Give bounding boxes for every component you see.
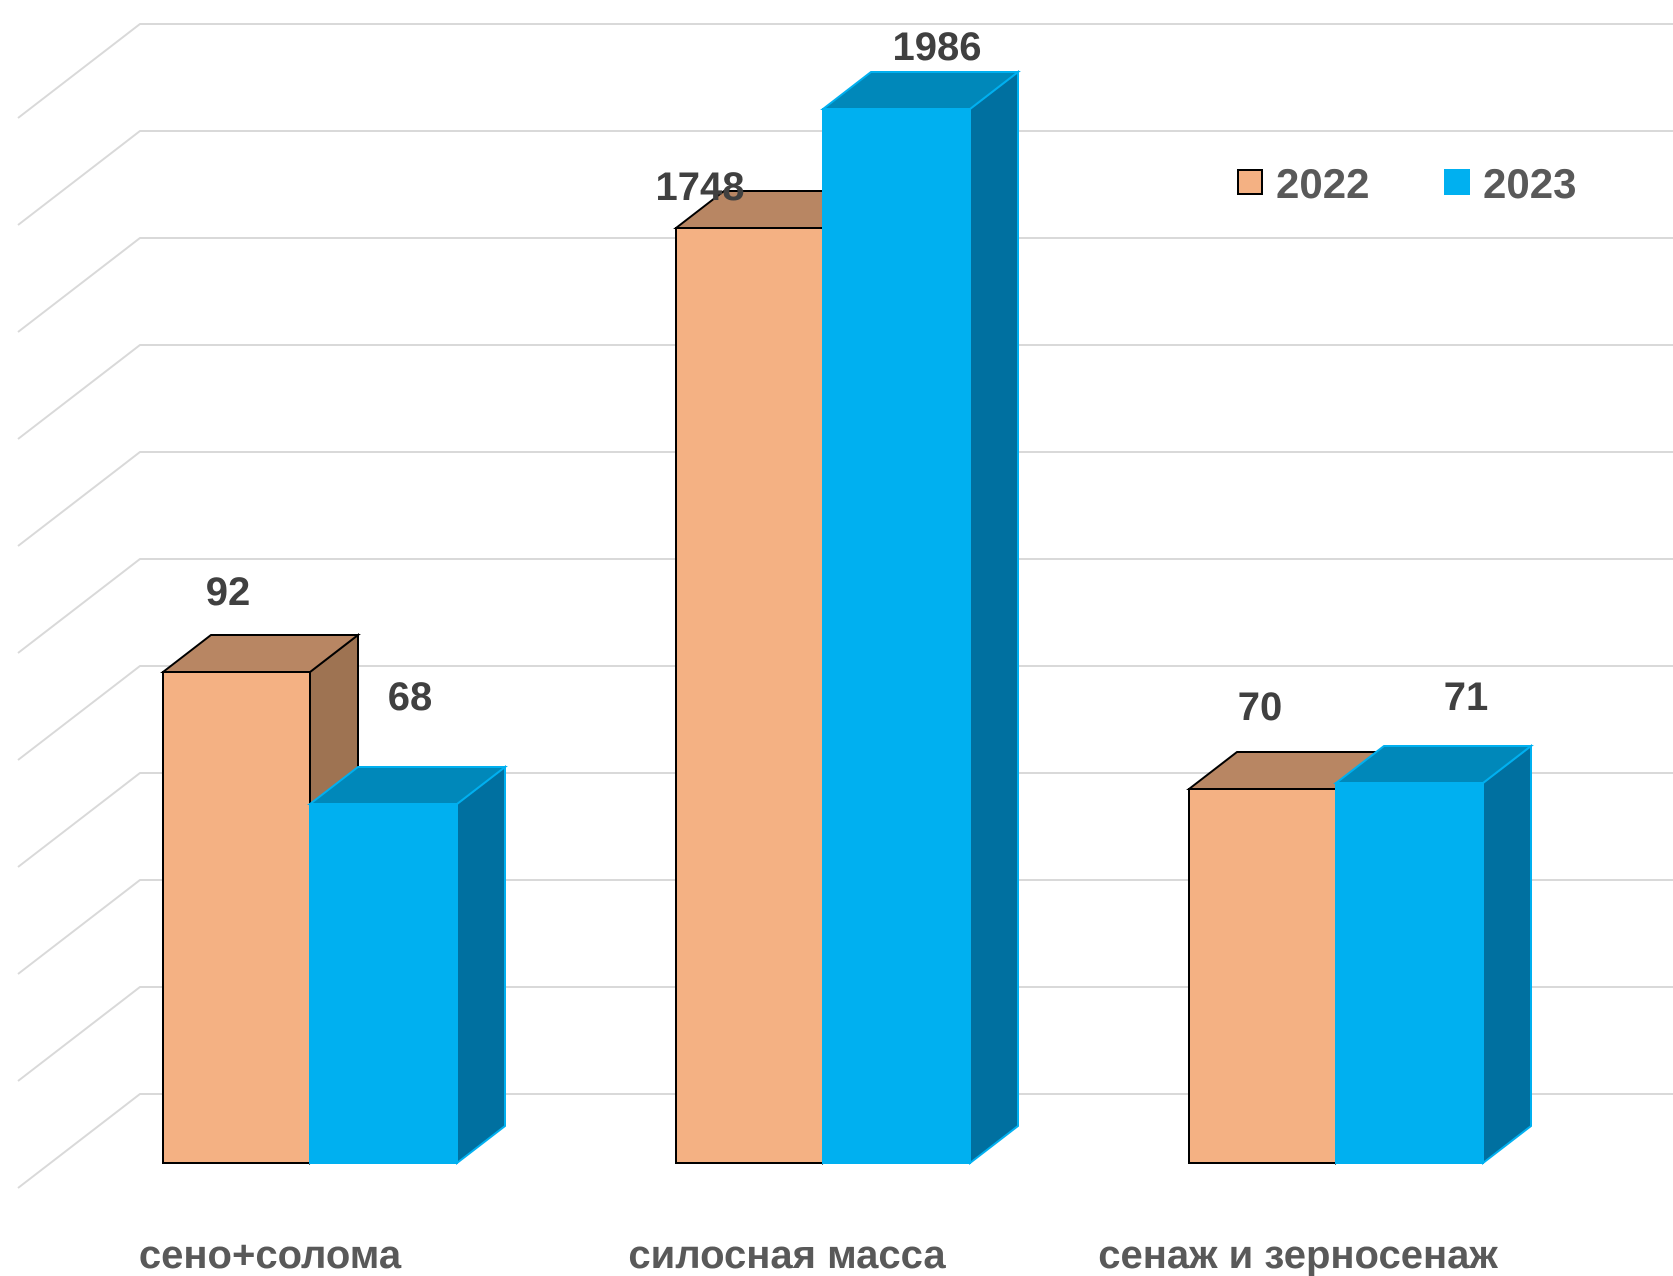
category-label-1: силосная масса bbox=[628, 1233, 946, 1276]
bar-front bbox=[1188, 788, 1337, 1164]
legend-label-2022: 2022 bbox=[1276, 160, 1369, 207]
bar-2023-1 bbox=[820, 69, 1021, 1166]
gridlines bbox=[17, 23, 1673, 1189]
bar-front bbox=[675, 227, 824, 1164]
bar-front bbox=[162, 671, 311, 1164]
category-label-2: сенаж и зерносенаж bbox=[1098, 1233, 1498, 1276]
data-label-2023-2: 71 bbox=[1444, 675, 1489, 719]
bar-side bbox=[969, 69, 1019, 1166]
gridline bbox=[17, 130, 1673, 226]
gridline bbox=[17, 772, 1673, 868]
gridline bbox=[17, 23, 1673, 119]
bar-side bbox=[1482, 743, 1532, 1166]
bars bbox=[160, 69, 1534, 1166]
category-label-0: сено+солома bbox=[139, 1233, 402, 1276]
bar-front bbox=[822, 108, 971, 1164]
legend: 2022 2023 bbox=[1237, 160, 1576, 207]
data-label-2022-2: 70 bbox=[1238, 685, 1283, 729]
data-label-2022-0: 92 bbox=[206, 570, 251, 614]
gridline bbox=[17, 1093, 1673, 1189]
data-labels: 92 68 1748 1986 70 71 bbox=[206, 25, 1489, 729]
bar-front bbox=[309, 803, 458, 1164]
data-label-2023-0: 68 bbox=[388, 675, 433, 719]
data-label-2023-1: 1986 bbox=[893, 25, 982, 69]
gridline bbox=[17, 665, 1673, 761]
gridline bbox=[17, 986, 1673, 1082]
gridline bbox=[17, 879, 1673, 975]
gridline bbox=[17, 237, 1673, 333]
legend-label-2023: 2023 bbox=[1483, 160, 1576, 207]
category-labels: сено+солома силосная масса сенаж и зерносе… bbox=[139, 1233, 1498, 1276]
legend-swatch-2023 bbox=[1444, 169, 1470, 195]
bar-front bbox=[1335, 782, 1484, 1164]
gridline bbox=[17, 558, 1673, 654]
gridline bbox=[17, 344, 1673, 440]
bar-2023-0 bbox=[307, 764, 508, 1166]
data-label-2022-1: 1748 bbox=[656, 165, 745, 209]
gridline bbox=[17, 451, 1673, 547]
bar-side bbox=[456, 764, 506, 1166]
bar-2023-2 bbox=[1333, 743, 1534, 1166]
legend-swatch-2022 bbox=[1237, 169, 1263, 195]
